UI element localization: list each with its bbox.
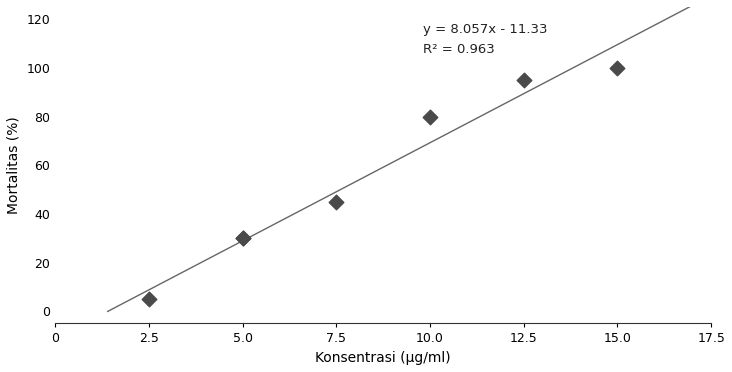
Point <box>611 65 623 71</box>
Point <box>236 235 248 241</box>
Text: R² = 0.963: R² = 0.963 <box>422 43 494 56</box>
X-axis label: Konsentrasi (μg/ml): Konsentrasi (μg/ml) <box>315 351 451 365</box>
Point <box>236 235 248 241</box>
Point <box>424 113 436 119</box>
Point <box>518 77 529 83</box>
Y-axis label: Mortalitas (%): Mortalitas (%) <box>7 116 21 214</box>
Point <box>143 296 154 302</box>
Point <box>330 199 342 205</box>
Text: y = 8.057x - 11.33: y = 8.057x - 11.33 <box>422 23 547 36</box>
